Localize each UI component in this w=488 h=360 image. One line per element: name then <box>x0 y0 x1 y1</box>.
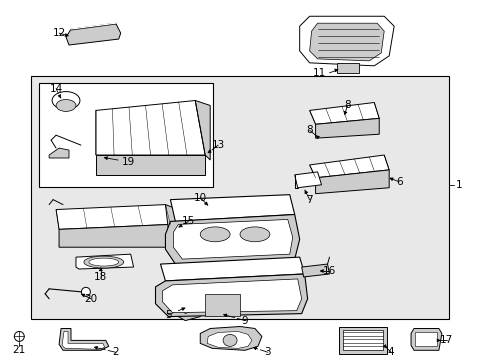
Ellipse shape <box>14 332 24 341</box>
Polygon shape <box>173 220 292 259</box>
Polygon shape <box>410 328 441 350</box>
Text: 4: 4 <box>387 347 394 357</box>
Text: 10: 10 <box>193 193 206 203</box>
Polygon shape <box>76 254 133 269</box>
Bar <box>205 294 240 316</box>
Polygon shape <box>309 103 379 124</box>
Bar <box>39 83 213 187</box>
Polygon shape <box>165 215 299 264</box>
Polygon shape <box>309 155 388 178</box>
Ellipse shape <box>52 91 80 109</box>
Text: 1: 1 <box>454 180 461 190</box>
Bar <box>31 76 448 319</box>
Polygon shape <box>175 294 200 320</box>
Text: 11: 11 <box>312 68 325 78</box>
Bar <box>343 330 383 350</box>
Polygon shape <box>59 328 108 350</box>
Polygon shape <box>180 301 196 314</box>
Polygon shape <box>309 23 384 61</box>
Text: 15: 15 <box>182 216 195 226</box>
Text: 13: 13 <box>211 140 224 150</box>
Bar <box>414 332 436 346</box>
Polygon shape <box>49 148 69 158</box>
Polygon shape <box>59 224 170 247</box>
Polygon shape <box>66 23 121 45</box>
Text: 16: 16 <box>322 266 335 276</box>
Text: 17: 17 <box>439 336 452 345</box>
Polygon shape <box>301 264 329 277</box>
Polygon shape <box>56 204 170 229</box>
Polygon shape <box>315 170 388 194</box>
Polygon shape <box>315 118 379 138</box>
Polygon shape <box>96 155 205 175</box>
Text: 19: 19 <box>122 157 135 167</box>
Text: 5: 5 <box>165 310 171 320</box>
Ellipse shape <box>81 287 90 296</box>
Polygon shape <box>200 327 262 350</box>
Text: 2: 2 <box>112 347 119 357</box>
Ellipse shape <box>200 227 230 242</box>
Polygon shape <box>170 195 294 221</box>
Bar <box>339 327 386 354</box>
Polygon shape <box>337 63 359 73</box>
Ellipse shape <box>56 99 76 111</box>
Ellipse shape <box>240 227 269 242</box>
Polygon shape <box>294 172 321 188</box>
Text: 14: 14 <box>49 84 62 94</box>
Text: 3: 3 <box>264 347 271 357</box>
Polygon shape <box>195 100 210 160</box>
Polygon shape <box>165 204 178 249</box>
Text: 20: 20 <box>84 294 97 304</box>
Ellipse shape <box>89 258 119 266</box>
Polygon shape <box>160 257 304 281</box>
Text: 7: 7 <box>305 195 312 204</box>
Polygon shape <box>299 16 393 66</box>
Text: 9: 9 <box>241 316 248 325</box>
Polygon shape <box>207 332 251 348</box>
Polygon shape <box>155 274 307 316</box>
Text: 12: 12 <box>52 28 65 38</box>
Text: 21: 21 <box>13 345 26 355</box>
Text: 18: 18 <box>94 272 107 282</box>
Text: 6: 6 <box>395 177 402 187</box>
Ellipse shape <box>223 334 237 346</box>
Polygon shape <box>96 100 205 155</box>
Text: 8: 8 <box>344 100 350 111</box>
Polygon shape <box>62 332 104 349</box>
Text: 8: 8 <box>305 125 312 135</box>
Ellipse shape <box>84 256 123 268</box>
Polygon shape <box>162 279 301 312</box>
